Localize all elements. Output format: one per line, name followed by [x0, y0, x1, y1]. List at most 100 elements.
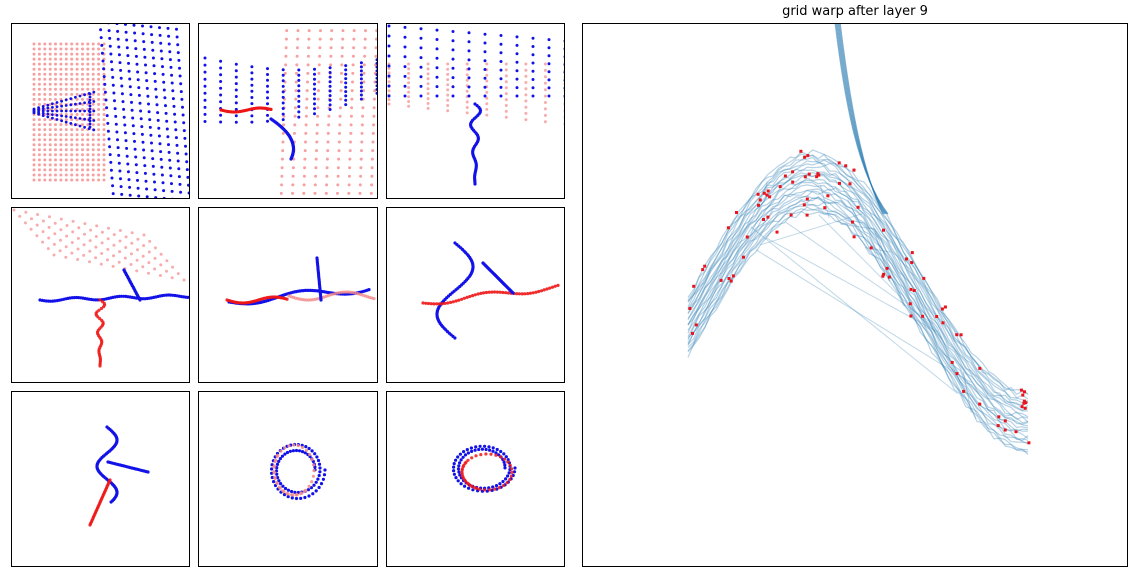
input-grid-point — [48, 163, 52, 167]
input-grid-point — [91, 87, 95, 91]
input-grid-point — [48, 168, 52, 172]
hidden-grid-point — [142, 148, 146, 152]
hidden-grid-point — [78, 94, 82, 98]
hidden-grid-point — [469, 446, 473, 450]
input-grid-point — [338, 106, 342, 110]
input-grid-point — [97, 123, 101, 127]
hidden-grid-point — [159, 150, 163, 154]
input-grid-point — [75, 97, 79, 101]
input-grid-point — [531, 291, 535, 295]
warped-grid-line — [847, 199, 891, 282]
hidden-grid-point — [74, 123, 77, 127]
hidden-grid-point — [310, 449, 314, 453]
input-grid-point — [340, 54, 344, 58]
data-point — [817, 173, 821, 177]
hidden-grid-point — [344, 98, 348, 102]
input-grid-point — [59, 217, 63, 221]
input-grid-point — [279, 191, 283, 195]
warped-grid-line — [687, 149, 1029, 395]
input-grid-point — [327, 114, 331, 118]
data-point — [803, 155, 807, 159]
hidden-grid-point — [60, 109, 63, 113]
hidden-grid-point — [387, 24, 391, 28]
input-grid-point — [97, 42, 101, 46]
input-grid-point — [360, 131, 364, 135]
hidden-grid-point — [184, 152, 188, 156]
input-grid-point — [64, 92, 68, 96]
layer-6-panel — [386, 207, 565, 383]
hidden-grid-point — [494, 451, 498, 455]
input-grid-point — [349, 131, 353, 135]
input-grid-point — [48, 158, 52, 162]
input-grid-point — [48, 62, 52, 66]
hidden-grid-point — [515, 35, 519, 39]
hidden-grid-point — [110, 176, 114, 180]
data-point — [757, 203, 760, 207]
layer-4-panel — [11, 207, 190, 383]
hidden-grid-point — [277, 459, 281, 463]
hidden-grid-point — [504, 455, 508, 459]
hidden-grid-point — [219, 86, 223, 90]
input-grid-point — [37, 123, 41, 127]
input-grid-point — [537, 289, 541, 294]
hidden-grid-point — [60, 119, 63, 123]
data-point — [1022, 399, 1026, 403]
input-grid-point — [504, 109, 508, 113]
input-grid-point — [81, 77, 84, 81]
data-point — [1022, 401, 1026, 405]
data-point — [905, 257, 908, 261]
hidden-grid-point — [451, 39, 455, 43]
input-grid-point — [59, 153, 63, 157]
input-grid-point — [37, 67, 41, 71]
input-grid-point — [374, 54, 377, 58]
hidden-grid-point — [181, 105, 184, 109]
hidden-grid-point — [452, 462, 456, 466]
input-grid-point — [86, 62, 90, 66]
input-grid-point — [407, 86, 411, 89]
data-point — [692, 284, 696, 288]
input-grid-point — [330, 29, 334, 33]
hidden-grid-point — [452, 469, 456, 473]
chart-title: grid warp after layer 9 — [782, 4, 928, 19]
hidden-grid-point — [285, 450, 290, 455]
input-grid-point — [54, 123, 57, 127]
hidden-grid-point — [219, 120, 223, 124]
data-point — [978, 402, 982, 406]
input-grid-point — [466, 458, 470, 462]
input-grid-point — [75, 113, 79, 116]
hidden-grid-point — [467, 49, 471, 53]
hidden-grid-point — [274, 469, 279, 473]
input-grid-point — [81, 133, 84, 137]
input-grid-point — [325, 174, 329, 178]
hidden-grid-point — [419, 75, 423, 79]
input-grid-point — [484, 452, 488, 456]
hidden-grid-point — [451, 76, 455, 80]
input-grid-point — [59, 57, 63, 61]
input-grid-point — [443, 301, 447, 305]
hidden-grid-point — [158, 142, 162, 146]
input-grid-point — [285, 29, 289, 33]
input-grid-point — [372, 97, 376, 101]
hidden-grid-point — [250, 120, 254, 124]
input-grid-point — [52, 242, 56, 246]
hidden-grid-point — [106, 121, 110, 125]
hidden-grid-point — [160, 57, 164, 61]
hidden-grid-point — [250, 96, 254, 99]
data-point — [766, 189, 770, 193]
input-grid-point — [64, 138, 68, 142]
hidden-grid-point — [122, 115, 126, 119]
hidden-grid-point — [281, 101, 285, 105]
hidden-grid-point — [46, 112, 50, 116]
input-grid-point — [292, 443, 296, 447]
input-grid-point — [76, 258, 80, 261]
hidden-grid-point — [117, 153, 121, 157]
input-grid-point — [471, 294, 475, 298]
warped-grid-line — [687, 206, 1029, 451]
hidden-grid-point — [297, 110, 301, 114]
hidden-grid-point — [88, 98, 92, 102]
input-grid-point — [64, 128, 68, 132]
input-grid-point — [41, 219, 45, 223]
input-grid-point — [81, 128, 84, 132]
hidden-grid-point — [133, 147, 137, 151]
input-grid-point — [48, 42, 52, 46]
